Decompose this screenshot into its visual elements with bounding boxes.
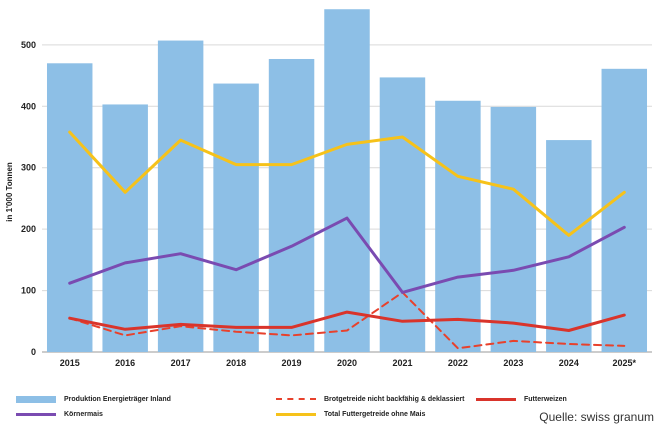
- legend-label: Futterweizen: [524, 395, 567, 403]
- y-tick-label: 200: [21, 224, 36, 234]
- y-axis-ticks: 0 100 200 300 400 500: [21, 40, 36, 357]
- x-tick-label: 2015: [60, 358, 80, 368]
- bar: [546, 140, 592, 352]
- legend-item: Körnermais: [16, 407, 103, 421]
- bar: [490, 106, 537, 353]
- x-tick-label: 2016: [115, 358, 135, 368]
- legend-label: Total Futtergetreide ohne Mais: [324, 410, 426, 418]
- x-tick-label: 2018: [226, 358, 246, 368]
- legend: Produktion Energieträger Inland Brotgetre…: [16, 392, 656, 426]
- legend-swatch: [476, 397, 516, 401]
- legend-swatch: [16, 412, 56, 416]
- x-tick-label: 2023: [503, 358, 523, 368]
- bar: [268, 58, 315, 352]
- source-note: Quelle: swiss granum: [539, 410, 654, 424]
- y-tick-label: 0: [31, 347, 36, 357]
- series-line: [68, 291, 626, 350]
- legend-item: Brotgetreide nicht backfähig & deklassie…: [276, 392, 464, 406]
- y-axis-label: in 1'000 Tonnen: [5, 162, 14, 222]
- legend-item: Futterweizen: [476, 392, 567, 406]
- y-tick-label: 500: [21, 40, 36, 50]
- y-tick-label: 100: [21, 286, 36, 296]
- chart: 0 100 200 300 400 500 2015 2016 2017 2018 2019 202…: [5, 9, 652, 368]
- legend-item: Total Futtergetreide ohne Mais: [276, 407, 425, 421]
- x-tick-label: 2017: [171, 358, 191, 368]
- y-tick-label: 400: [21, 101, 36, 111]
- legend-swatch: [276, 398, 316, 400]
- legend-item: Produktion Energieträger Inland: [16, 392, 171, 406]
- bar: [157, 40, 204, 353]
- bar: [102, 104, 148, 352]
- bar: [324, 9, 370, 352]
- x-tick-label: 2021: [392, 358, 412, 368]
- series-line: [68, 310, 626, 332]
- bar: [601, 68, 648, 353]
- bar: [379, 77, 426, 353]
- x-tick-label: 2019: [282, 358, 302, 368]
- bar: [435, 100, 481, 352]
- line-series: [68, 130, 626, 350]
- series-line: [68, 216, 626, 294]
- legend-swatch: [16, 395, 56, 403]
- bar: [213, 83, 259, 353]
- bar: [46, 63, 93, 353]
- x-tick-label: 2025*: [613, 358, 637, 368]
- legend-label: Körnermais: [64, 410, 103, 418]
- x-axis-ticks: 2015 2016 2017 2018 2019 2020 2021 2022 2023 2024…: [60, 358, 637, 368]
- x-tick-label: 2020: [337, 358, 357, 368]
- x-tick-label: 2022: [448, 358, 468, 368]
- series-line: [68, 130, 626, 237]
- bar-series: [46, 9, 648, 353]
- legend-label: Brotgetreide nicht backfähig & deklassie…: [324, 395, 465, 403]
- x-tick-label: 2024: [559, 358, 579, 368]
- y-tick-label: 300: [21, 163, 36, 173]
- legend-swatch: [276, 412, 316, 416]
- legend-label: Produktion Energieträger Inland: [64, 395, 171, 403]
